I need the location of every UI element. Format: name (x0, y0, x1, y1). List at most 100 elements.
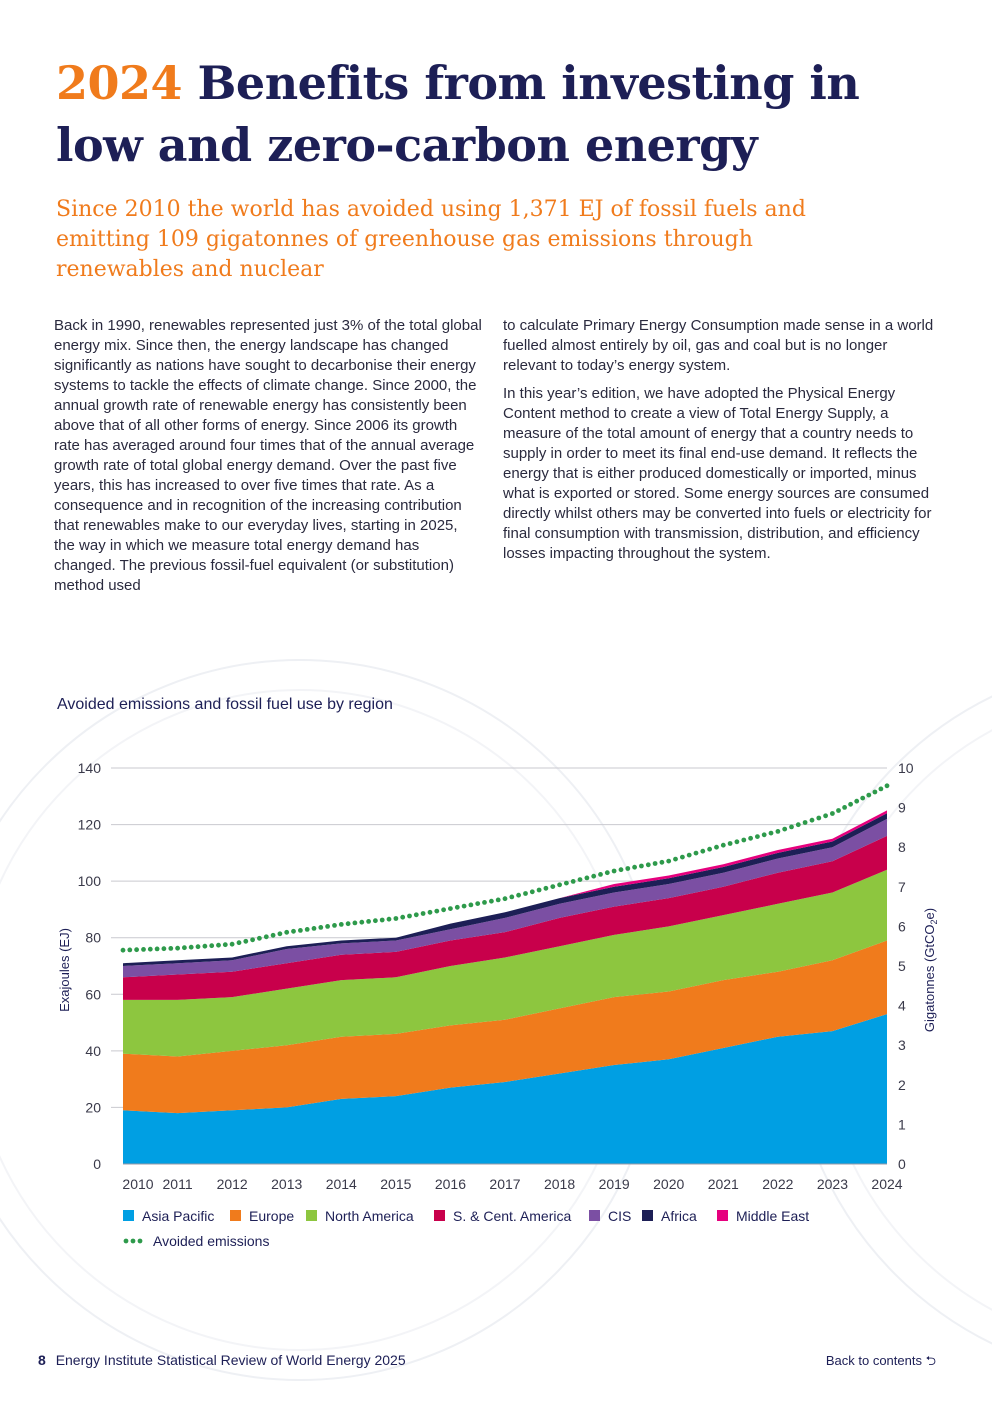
avoided-emissions-dot (809, 817, 815, 823)
publication-name: Statistical Review of World Energy 2025 (156, 1352, 406, 1368)
avoided-emissions-dot (632, 864, 637, 870)
area-s-cent-america (123, 835, 887, 1000)
avoided-emissions-dot (666, 858, 672, 864)
chart-title: Avoided emissions and fossil fuel use by… (57, 696, 393, 713)
avoided-emissions-dot (379, 917, 385, 923)
legend-label: Africa (661, 1208, 697, 1224)
legend-swatch (642, 1210, 653, 1221)
avoided-emissions-dot (854, 798, 860, 804)
y-tick-label: 140 (78, 760, 102, 776)
avoided-emissions-dot (434, 908, 440, 914)
avoided-emissions-dot (127, 947, 133, 953)
avoided-emissions-dot (584, 875, 590, 881)
avoided-emissions-dot (734, 839, 740, 845)
x-tick-label: 2021 (708, 1176, 739, 1192)
y2-label-subscript: 2 (929, 919, 939, 924)
avoided-emissions-dot (311, 926, 317, 931)
avoided-emissions-dot (161, 946, 167, 952)
back-to-contents-link[interactable]: Back to contents ⮌ (825, 1353, 936, 1368)
body-paragraph: Back in 1990, renewables represented jus… (54, 317, 482, 594)
avoided-emissions-dot (216, 942, 221, 948)
avoided-emissions-dot (802, 820, 808, 825)
x-tick-label: 2024 (871, 1176, 902, 1192)
legend-label: Asia Pacific (142, 1208, 214, 1224)
title-year: 2024 (56, 56, 183, 110)
avoided-emissions-dot (680, 854, 685, 860)
avoided-emissions-dot (277, 931, 283, 937)
avoided-emissions-dot (516, 892, 521, 898)
avoided-emissions-dot (523, 891, 528, 896)
stacked-area-chart: 0 20 40 60 80 100 120 140 0 1 2 3 4 5 6 7 8 9 10 2010 2011 20… (57, 760, 939, 1249)
avoided-emissions-dot (250, 937, 256, 943)
y2-tick-label: 2 (898, 1077, 906, 1093)
avoided-emissions-dot (298, 928, 303, 933)
y2-tick-label: 5 (898, 958, 906, 974)
avoided-emissions-dot (475, 901, 481, 906)
avoided-emissions-dot (304, 927, 310, 932)
avoided-emissions-dot (332, 923, 337, 928)
x-tick-label: 2018 (544, 1176, 575, 1192)
avoided-emissions-dot (564, 880, 569, 886)
avoided-emissions-dot (598, 872, 603, 877)
avoided-emissions-dot (693, 850, 699, 856)
avoided-emissions-dot (182, 945, 187, 951)
avoided-emissions-dot (860, 795, 866, 801)
body-column-left: Back in 1990, renewables represented jus… (54, 316, 482, 604)
legend-swatch (123, 1210, 134, 1221)
avoided-emissions-dot (454, 904, 460, 910)
avoided-emissions-dot (848, 801, 853, 807)
y2-tick-label: 1 (898, 1116, 906, 1132)
avoided-emissions-dot (154, 946, 160, 952)
y-tick-label: 60 (85, 986, 101, 1002)
avoided-emissions-dot (884, 783, 890, 789)
avoided-emissions-dot (625, 866, 631, 871)
area-asia-pacific (123, 1014, 887, 1164)
x-tick-label: 2019 (599, 1176, 630, 1192)
avoided-emissions-dot (611, 868, 617, 874)
legend-label: Avoided emissions (153, 1233, 269, 1249)
body-paragraph: In this year’s edition, we have adopted … (503, 385, 932, 562)
avoided-emissions-dot (842, 805, 847, 810)
avoided-emissions-dot (659, 859, 665, 865)
avoided-emissions-dot (768, 830, 774, 836)
avoided-emissions-dot (618, 867, 624, 873)
avoided-emissions-dot (536, 887, 542, 893)
avoided-emissions-dot (257, 935, 262, 941)
y-tick-label: 120 (78, 817, 102, 833)
avoided-emissions-dot (284, 929, 290, 935)
avoided-emissions-dot (168, 946, 174, 951)
x-tick-label: 2015 (380, 1176, 411, 1192)
avoided-emissions-dot (639, 863, 644, 869)
y2-tick-label: 7 (898, 879, 906, 895)
title-text: Benefits from investing in low and zero-… (56, 56, 860, 172)
avoided-emissions-dot (468, 902, 474, 908)
avoided-emissions-dot (413, 912, 419, 918)
x-tick-label: 2022 (762, 1176, 793, 1192)
legend-label: North America (325, 1208, 414, 1224)
avoided-emissions-dot (727, 841, 733, 846)
y2-tick-label: 8 (898, 839, 906, 855)
avoided-emissions-dot (495, 897, 501, 903)
publisher-name: Energy Institute (55, 1352, 153, 1368)
avoided-emissions-dot (570, 879, 576, 884)
y2-label-part: e) (922, 908, 937, 920)
avoided-emissions-dot (325, 924, 330, 929)
legend-swatch (589, 1210, 600, 1221)
y2-tick-label: 0 (898, 1156, 906, 1172)
avoided-emissions-dot (591, 873, 597, 879)
avoided-emissions-dot (291, 928, 296, 934)
x-tick-label: 2012 (217, 1176, 248, 1192)
avoided-emissions-dot (823, 813, 828, 819)
avoided-emissions-dot (741, 837, 747, 843)
avoided-emissions-dot (427, 909, 433, 915)
y2-tick-label: 6 (898, 918, 906, 934)
avoided-emissions-dot (673, 856, 678, 862)
x-tick-label: 2017 (489, 1176, 520, 1192)
avoided-emissions-dot (407, 913, 412, 919)
avoided-emissions-dot (243, 938, 249, 944)
avoided-emissions-dot (830, 811, 835, 816)
body-paragraph: to calculate Primary Energy Consumption … (503, 317, 934, 374)
avoided-emissions-dot (386, 916, 392, 922)
avoided-emissions-dot (229, 941, 235, 947)
avoided-emissions-dot (543, 885, 549, 891)
